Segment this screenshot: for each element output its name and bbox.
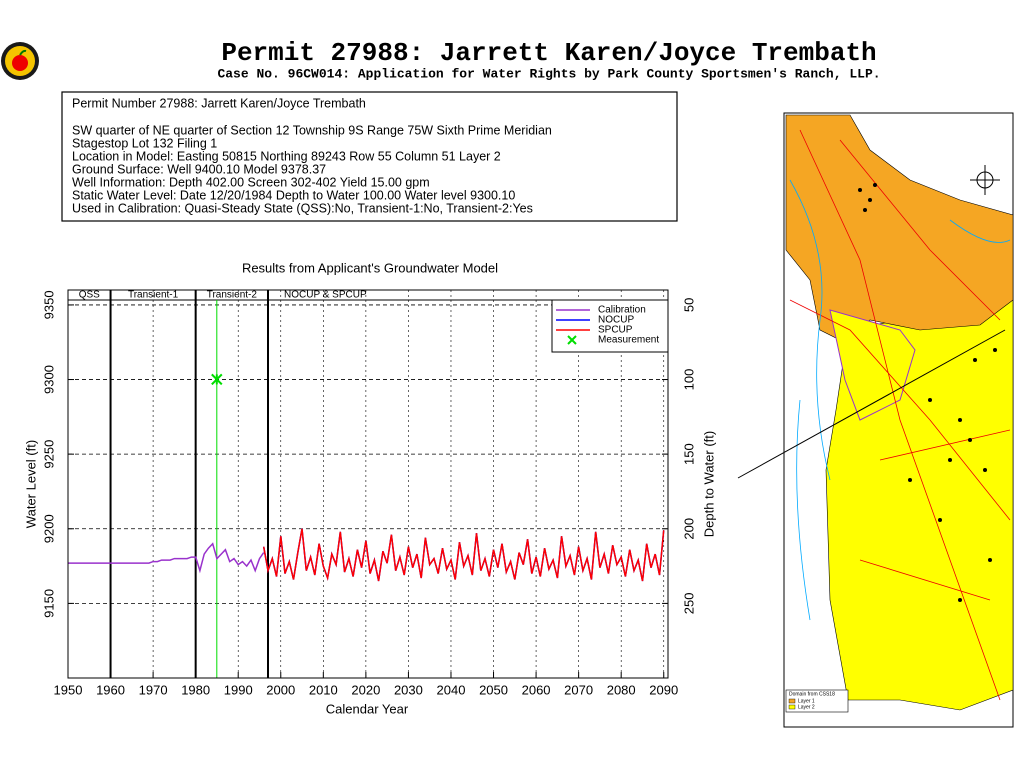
page-title: Permit 27988: Jarrett Karen/Joyce Tremba… xyxy=(221,38,876,68)
y-tick-label: 9300 xyxy=(41,365,56,394)
x-tick-label: 2010 xyxy=(309,682,338,697)
series-line xyxy=(68,542,265,574)
map: Domain from CSS18 Layer 1 Layer 2 xyxy=(737,112,1014,728)
plot: 1950 1960 1970 1980 1990 2000 2010 2020 2030 2040… xyxy=(41,289,696,697)
plot-frame xyxy=(67,289,669,679)
y2-tick-label: 250 xyxy=(681,593,696,615)
y2-tick-label: 100 xyxy=(681,369,696,391)
x-tick-label: 2080 xyxy=(607,682,636,697)
logo xyxy=(1,42,39,80)
info-line: Stagestop Lot 132 Filing 1 xyxy=(72,136,217,150)
info-box xyxy=(61,91,678,222)
info-line: Ground Surface: Well 9400.10 Model 9378.… xyxy=(72,162,326,176)
x-tick-label: 2030 xyxy=(394,682,423,697)
chart-title: Results from Applicant's Groundwater Mod… xyxy=(242,260,498,275)
x-tick-label: 2090 xyxy=(649,682,678,697)
legend-label: Measurement xyxy=(598,335,659,346)
x-tick-label: 2040 xyxy=(437,682,466,697)
info-line: Static Water Level: Date 12/20/1984 Dept… xyxy=(72,188,515,202)
series-line xyxy=(262,528,665,582)
legend-label: Calibration xyxy=(598,305,646,316)
legend-label: NOCUP xyxy=(598,315,634,326)
info-lines: Permit Number 27988: Jarrett Karen/Joyce… xyxy=(72,96,552,215)
x-axis-title: Calendar Year xyxy=(326,701,409,716)
phase-label: Transient-2 xyxy=(207,290,258,301)
info-line: Used in Calibration: Quasi-Steady State … xyxy=(72,201,533,215)
phase-label: Transient-1 xyxy=(128,290,179,301)
y-tick-label: 9250 xyxy=(41,440,56,469)
info-line: SW quarter of NE quarter of Section 12 T… xyxy=(72,123,552,137)
map-legend-title: Domain from CSS18 xyxy=(789,691,835,697)
x-tick-label: 2000 xyxy=(266,682,295,697)
y-tick-label: 9150 xyxy=(41,589,56,618)
legend-swatch xyxy=(567,335,577,345)
y-axis-title: Water Level (ft) xyxy=(23,440,38,528)
x-tick-label: 1970 xyxy=(139,682,168,697)
map-legend-item: Layer 1 xyxy=(798,698,815,704)
info-line: Permit Number 27988: Jarrett Karen/Joyce… xyxy=(72,96,366,110)
x-tick-label: 2050 xyxy=(479,682,508,697)
info-line: Location in Model: Easting 50815 Northin… xyxy=(72,149,501,163)
y-tick-label: 9350 xyxy=(41,290,56,319)
y-tick-label: 9200 xyxy=(41,514,56,543)
page-subtitle: Case No. 96CW014: Application for Water … xyxy=(217,66,880,81)
x-tick-label: 2020 xyxy=(351,682,380,697)
y2-tick-label: 50 xyxy=(681,298,696,312)
legend-box xyxy=(551,299,669,353)
x-tick-label: 1960 xyxy=(96,682,125,697)
x-tick-label: 1980 xyxy=(181,682,210,697)
measurement-point xyxy=(211,373,223,386)
phase-label: QSS xyxy=(79,290,100,301)
legend-label: SPCUP xyxy=(598,325,633,336)
map-legend-item: Layer 2 xyxy=(798,704,815,710)
y2-tick-label: 200 xyxy=(681,518,696,540)
x-tick-label: 2060 xyxy=(522,682,551,697)
x-tick-label: 1990 xyxy=(224,682,253,697)
info-line: Well Information: Depth 402.00 Screen 30… xyxy=(72,175,430,189)
phase-label: NOCUP & SPCUP xyxy=(284,290,367,301)
x-tick-label: 2070 xyxy=(564,682,593,697)
y2-tick-label: 150 xyxy=(681,443,696,465)
y2-axis-title: Depth to Water (ft) xyxy=(701,431,716,537)
x-tick-label: 1950 xyxy=(54,682,83,697)
